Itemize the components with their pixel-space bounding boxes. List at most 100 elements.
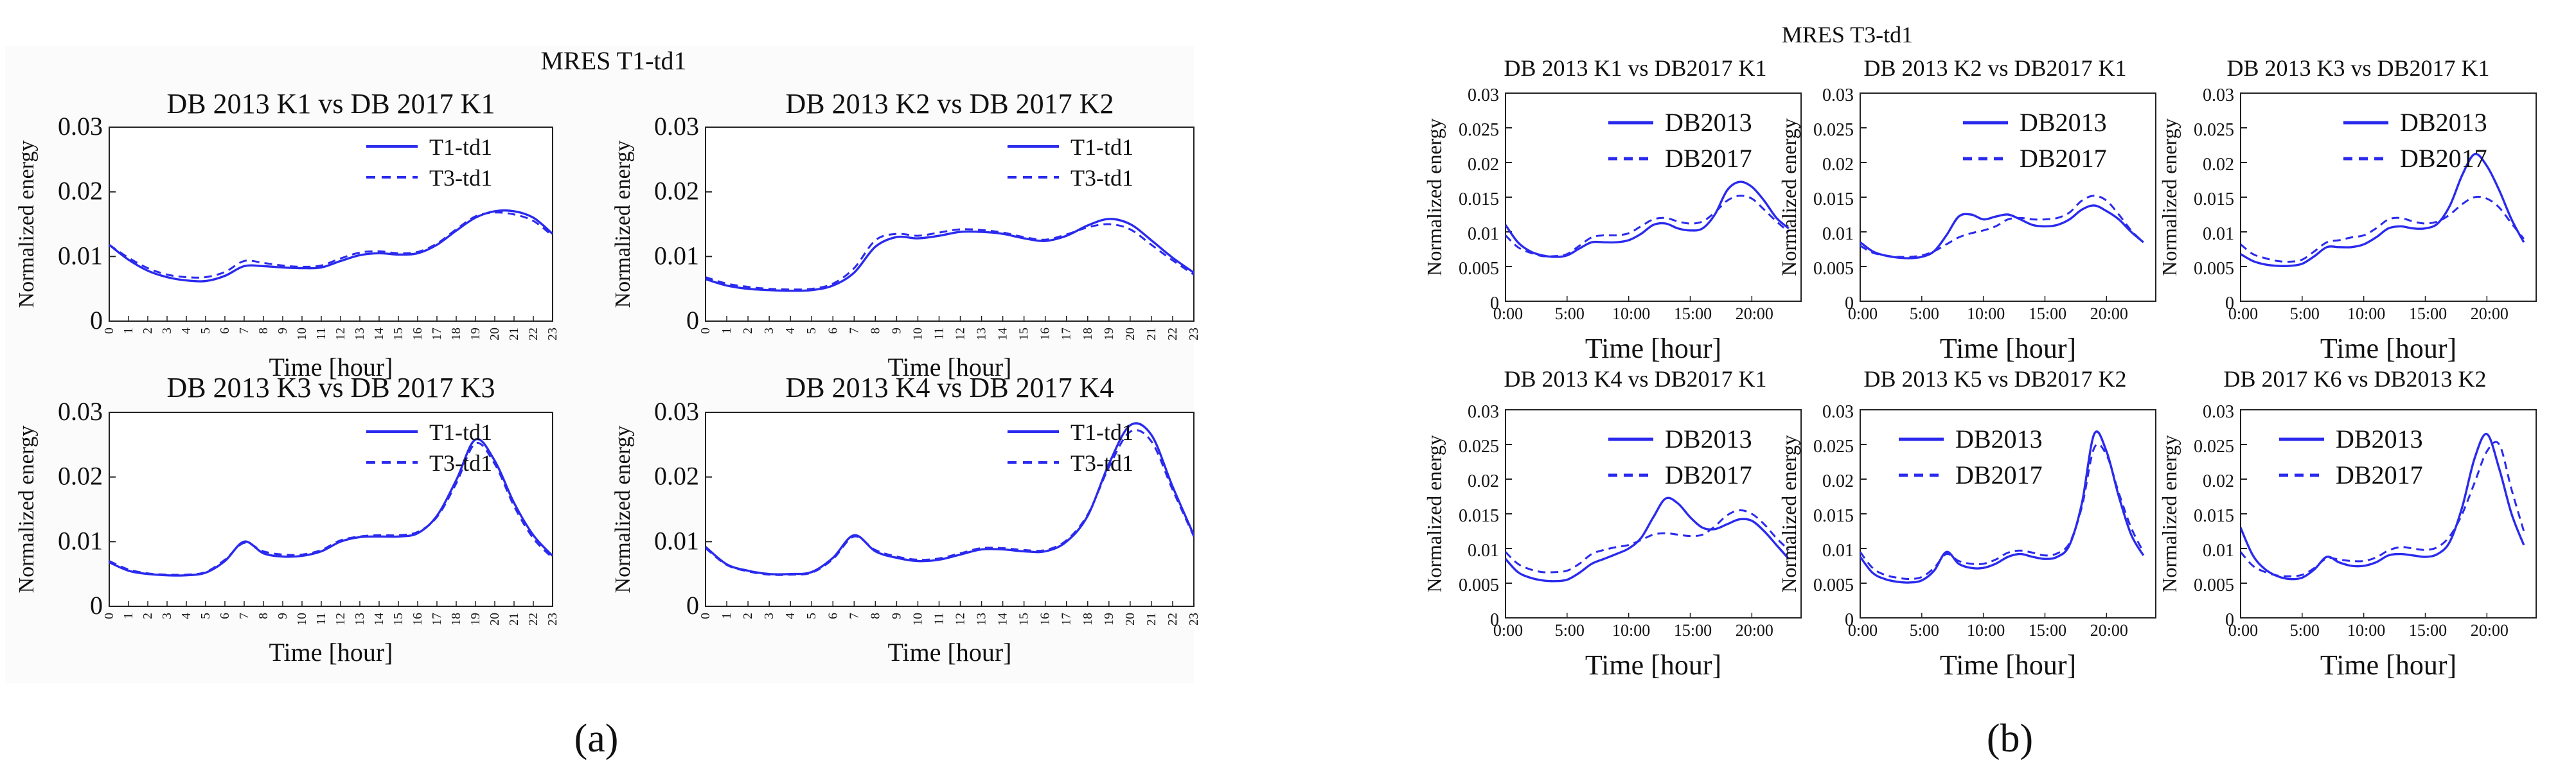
y-tick-label: 0 bbox=[90, 306, 103, 335]
x-tick-label: 8 bbox=[868, 613, 882, 619]
x-tick-label: 2 bbox=[141, 328, 155, 334]
series-line-t3-td1 bbox=[706, 223, 1194, 291]
y-tick-label: 0.005 bbox=[2194, 575, 2234, 595]
y-axis-label: Normalized energy bbox=[2158, 435, 2181, 593]
chart-9: DB 2013 K5 vs DB2017 K2 0 0.005 0.01 0.015 0.… bbox=[1777, 366, 2156, 681]
x-tick-label: 0:00 bbox=[1848, 304, 1878, 323]
x-tick-label: 12 bbox=[954, 328, 968, 340]
x-tick-label: 18 bbox=[449, 613, 463, 626]
x-tick-label: 0:00 bbox=[1493, 304, 1523, 323]
series-line-db2013 bbox=[2241, 153, 2525, 267]
x-tick-label: 20 bbox=[488, 328, 502, 340]
x-tick-label: 22 bbox=[526, 328, 540, 340]
y-tick-label: 0.03 bbox=[1822, 402, 1854, 422]
x-tick-label: 17 bbox=[430, 613, 444, 626]
x-axis-label: Time [hour] bbox=[1585, 649, 1721, 681]
legend: DB2013 DB2017 bbox=[1963, 108, 2107, 173]
y-tick-label: 0.01 bbox=[1468, 224, 1499, 244]
x-tick-label: 21 bbox=[1144, 613, 1159, 626]
x-tick-label: 10 bbox=[295, 328, 309, 340]
x-tick-label: 19 bbox=[468, 328, 483, 340]
x-tick-label: 10 bbox=[910, 328, 925, 340]
chart-title: DB 2013 K1 vs DB2017 K1 bbox=[1504, 55, 1766, 81]
x-tick-label: 7 bbox=[847, 613, 861, 619]
series-line-db2017 bbox=[1860, 443, 2145, 581]
x-tick-label: 7 bbox=[237, 328, 251, 334]
x-tick-label: 19 bbox=[468, 613, 483, 626]
x-tick-label: 0 bbox=[102, 328, 116, 334]
y-tick-label: 0.01 bbox=[654, 241, 699, 270]
chart-title: DB 2013 K4 vs DB 2017 K4 bbox=[786, 372, 1114, 403]
x-tick-label: 16 bbox=[411, 328, 425, 340]
y-axis-label: Normalized energy bbox=[1777, 435, 1800, 593]
x-tick-label: 10:00 bbox=[1967, 304, 2005, 323]
x-tick-label: 16 bbox=[1038, 613, 1053, 626]
x-tick-label: 15 bbox=[391, 613, 405, 626]
x-tick-label: 17 bbox=[1060, 328, 1074, 340]
x-tick-label: 21 bbox=[507, 328, 521, 340]
series-line-t3-td1 bbox=[109, 442, 553, 576]
y-axis-label: Normalized energy bbox=[1423, 435, 1446, 593]
x-tick-label: 15:00 bbox=[1674, 304, 1712, 323]
x-axis-label: Time [hour] bbox=[1585, 333, 1721, 364]
x-tick-label: 19 bbox=[1102, 613, 1116, 626]
x-tick-label: 11 bbox=[932, 328, 946, 340]
y-tick-label: 0.005 bbox=[2194, 259, 2234, 279]
x-axis-label: Time [hour] bbox=[1940, 333, 2076, 364]
x-tick-label: 17 bbox=[430, 328, 444, 340]
x-tick-label: 20:00 bbox=[2471, 304, 2509, 323]
y-tick-label: 0.025 bbox=[1459, 437, 1499, 457]
x-tick-label: 4 bbox=[179, 328, 193, 334]
x-tick-label: 22 bbox=[1166, 613, 1180, 626]
x-tick-label: 3 bbox=[762, 328, 776, 334]
chart-title: DB 2013 K2 vs DB 2017 K2 bbox=[786, 88, 1114, 119]
y-axis-label: Normalized energy bbox=[15, 426, 39, 593]
x-tick-label: 5:00 bbox=[1910, 304, 1939, 323]
x-tick-label: 3 bbox=[160, 613, 174, 619]
x-tick-label: 20 bbox=[488, 613, 502, 626]
x-tick-label: 6 bbox=[218, 613, 232, 619]
chart-title: DB 2017 K6 vs DB2013 K2 bbox=[2223, 366, 2486, 392]
x-tick-label: 12 bbox=[333, 328, 348, 340]
x-tick-label: 5:00 bbox=[2290, 304, 2320, 323]
legend: DB2013 DB2017 bbox=[2343, 108, 2487, 173]
y-tick-label: 0.03 bbox=[2203, 85, 2234, 105]
x-axis-label: Time [hour] bbox=[888, 638, 1012, 667]
legend-label: DB2013 bbox=[1955, 425, 2043, 453]
x-tick-label: 10 bbox=[295, 613, 309, 626]
y-tick-label: 0.015 bbox=[1813, 506, 1854, 526]
y-tick-label: 0.03 bbox=[2203, 402, 2234, 422]
y-tick-label: 0.025 bbox=[1813, 120, 1854, 140]
y-tick-label: 0.015 bbox=[2194, 189, 2234, 209]
chart-title: DB 2013 K2 vs DB2017 K1 bbox=[1863, 55, 2126, 81]
x-tick-label: 6 bbox=[826, 328, 840, 334]
x-tick-label: 15 bbox=[1017, 613, 1031, 626]
y-tick-label: 0 bbox=[1845, 294, 1854, 313]
x-tick-label: 20:00 bbox=[1736, 621, 1773, 640]
y-tick-label: 0 bbox=[90, 591, 103, 620]
x-tick-label: 2 bbox=[141, 613, 155, 619]
plot-frame bbox=[2240, 92, 2537, 302]
y-tick-label: 0.01 bbox=[2203, 224, 2234, 244]
y-tick-label: 0.025 bbox=[1813, 437, 1854, 457]
x-tick-label: 10:00 bbox=[2347, 621, 2385, 640]
y-tick-label: 0.02 bbox=[1822, 155, 1854, 175]
series-line-db2017 bbox=[2241, 195, 2525, 263]
x-tick-label: 12 bbox=[954, 613, 968, 626]
series-line-db2013 bbox=[2241, 433, 2525, 581]
x-tick-label: 16 bbox=[411, 613, 425, 626]
x-tick-label: 23 bbox=[1187, 328, 1201, 340]
x-tick-label: 20:00 bbox=[2471, 621, 2509, 640]
x-tick-label: 5 bbox=[199, 328, 213, 334]
x-tick-label: 15:00 bbox=[2409, 304, 2447, 323]
series-line-db2013 bbox=[1860, 430, 2145, 584]
x-tick-label: 7 bbox=[237, 613, 251, 619]
series-line-t3-td1 bbox=[706, 429, 1194, 576]
legend: T1-td1 T3-td1 bbox=[366, 419, 492, 476]
y-tick-label: 0 bbox=[1490, 610, 1499, 630]
y-axis-label: Normalized energy bbox=[1423, 118, 1446, 276]
plot-frame bbox=[1505, 409, 1802, 619]
x-tick-label: 5 bbox=[804, 613, 819, 619]
